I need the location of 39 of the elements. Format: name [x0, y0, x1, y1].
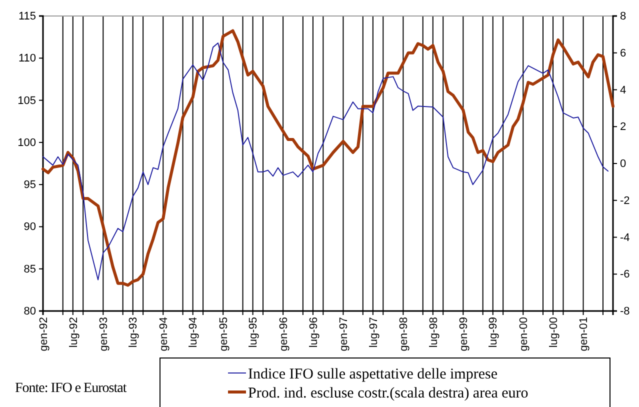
x-tick-label: lug-96 — [308, 317, 320, 348]
x-tick-label: gen-97 — [338, 317, 350, 352]
y-tick-label: 80 — [24, 306, 36, 318]
y2-tick-label: 6 — [620, 47, 626, 60]
source-note: Fonte: IFO e Eurostat — [15, 381, 127, 396]
y2-tick-label: 2 — [620, 121, 626, 134]
y-tick-label: 100 — [18, 136, 36, 149]
x-tick-label: lug-00 — [548, 317, 560, 348]
y2-tick-label: 4 — [620, 84, 626, 96]
x-tick-label: lug-98 — [428, 317, 440, 348]
x-tick-label: gen-99 — [458, 317, 470, 352]
y2-tick-label: -6 — [620, 268, 630, 281]
y-tick-label: 90 — [24, 221, 36, 234]
x-tick-label: gen-92 — [38, 317, 50, 352]
y2-tick-label: 8 — [620, 10, 626, 23]
x-tick-label: lug-93 — [128, 317, 140, 348]
y-tick-label: 110 — [18, 52, 36, 65]
x-tick-label: lug-97 — [368, 317, 380, 348]
y-tick-label: 85 — [24, 263, 36, 276]
x-tick-label: lug-99 — [488, 317, 500, 348]
x-tick-label: lug-92 — [68, 317, 80, 348]
y2-tick-label: -4 — [620, 232, 630, 244]
x-tick-label: gen-00 — [518, 317, 530, 352]
x-tick-label: lug-94 — [188, 317, 200, 348]
x-tick-label: gen-94 — [158, 317, 170, 352]
x-tick-label: gen-98 — [398, 317, 410, 352]
legend-label: Prod. ind. escluse costr.(scala destra) area euro — [248, 385, 528, 402]
x-tick-label: gen-96 — [278, 317, 290, 352]
y2-tick-label: -8 — [620, 306, 630, 318]
y2-tick-label: -2 — [620, 194, 630, 207]
y-tick-label: 95 — [24, 179, 36, 192]
x-tick-label: gen-95 — [218, 317, 230, 352]
y2-tick-label: 0 — [620, 158, 626, 170]
x-tick-label: gen-93 — [98, 317, 110, 352]
y-tick-label: 105 — [18, 94, 36, 107]
x-tick-label: lug-95 — [248, 317, 260, 348]
x-tick-label: gen-01 — [578, 317, 590, 352]
y-tick-label: 115 — [18, 10, 36, 23]
legend-label: Indice IFO sulle aspettative delle imprese — [248, 366, 498, 382]
